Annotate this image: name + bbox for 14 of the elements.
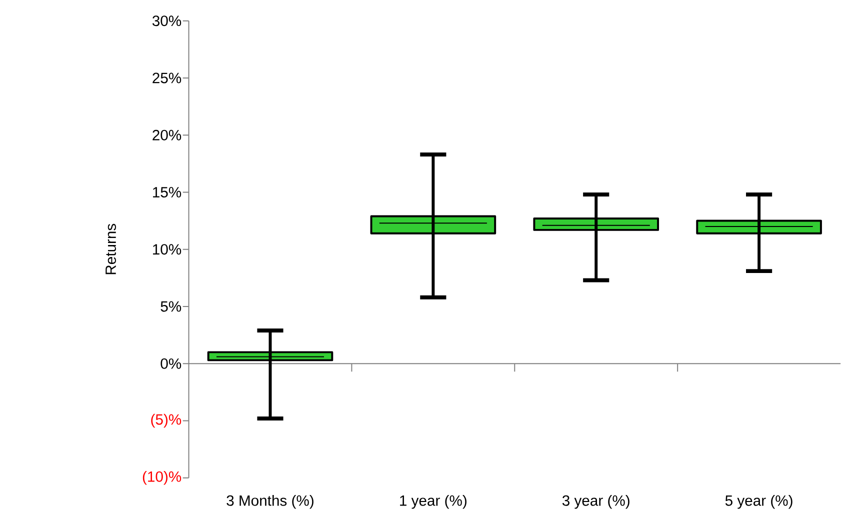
y-tick-label: 25% xyxy=(152,72,182,84)
x-tick-label: 3 Months (%) xyxy=(226,495,314,509)
y-axis-title: Returns xyxy=(106,224,116,274)
y-tick-label: 5% xyxy=(160,302,182,312)
y-tick-label: (10)% xyxy=(142,471,182,486)
x-tick-label: 5 year (%) xyxy=(725,495,792,509)
x-tick-label: 3 year (%) xyxy=(562,495,630,509)
y-tick-label: 20% xyxy=(152,130,182,141)
y-tick-label: 15% xyxy=(153,187,182,198)
x-tick-label: 1 year (%) xyxy=(400,495,466,509)
y-tick-label: 30% xyxy=(152,16,182,26)
y-tick-label: 10% xyxy=(153,244,182,255)
y-tick-label: 0% xyxy=(160,358,182,370)
y-tick-label: (5)% xyxy=(151,414,182,428)
